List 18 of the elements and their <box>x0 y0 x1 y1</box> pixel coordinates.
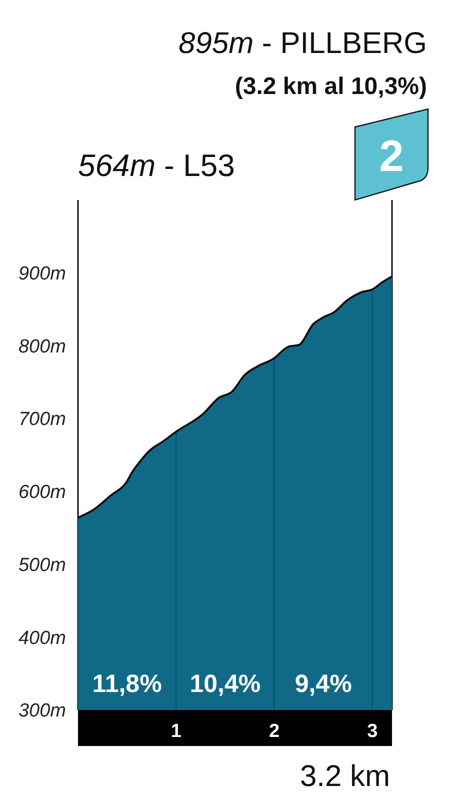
y-tick-label: 500m <box>18 554 66 576</box>
y-tick-label: 600m <box>18 482 66 504</box>
y-tick-label: 400m <box>18 628 66 649</box>
annotation: 9,4% <box>294 670 352 698</box>
text: 2 <box>379 132 404 181</box>
x-tick-label: 2 <box>268 721 280 742</box>
annotation: 10,4% <box>190 670 261 698</box>
y-tick-label: 900m <box>18 264 66 285</box>
text: 564m - L53 <box>78 148 235 183</box>
x-tick-label: 1 <box>170 721 182 742</box>
annotation: 11,8% <box>92 670 162 698</box>
chart-title: 895m - PILLBERG <box>178 27 427 60</box>
y-tick-label: 300m <box>18 700 66 722</box>
y-tick-label: 800m <box>18 336 66 358</box>
y-tick-label: 700m <box>18 409 66 430</box>
x-axis-title: 3.2 km <box>300 760 390 793</box>
chart-subtitle: (3.2 km al 10,3%) <box>234 73 427 100</box>
x-tick-label: 3 <box>367 721 378 742</box>
